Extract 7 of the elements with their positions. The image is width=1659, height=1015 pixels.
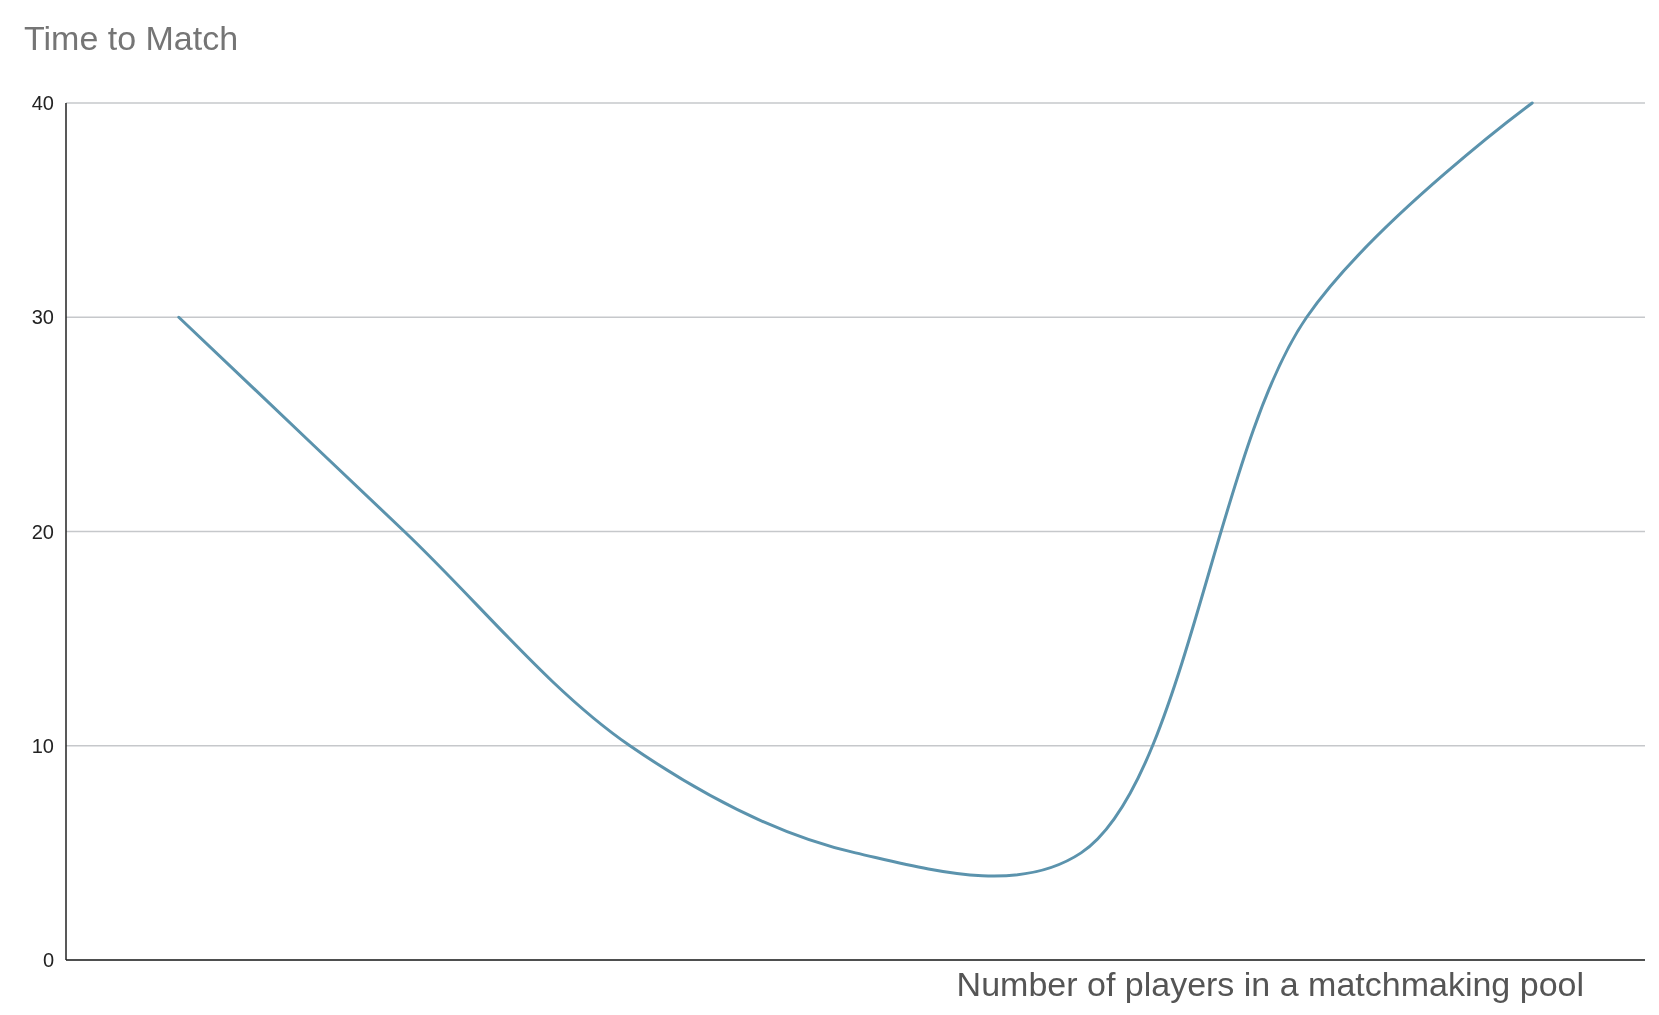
y-tick-label: 0: [42, 949, 54, 971]
y-tick-label: 10: [31, 734, 54, 757]
x-axis-title: Number of players in a matchmaking pool: [956, 965, 1584, 1003]
chart-title: Time to Match: [24, 19, 239, 57]
y-tick-label: 20: [31, 520, 54, 543]
y-tick-label: 30: [31, 306, 54, 329]
y-tick-label: 40: [31, 92, 54, 114]
